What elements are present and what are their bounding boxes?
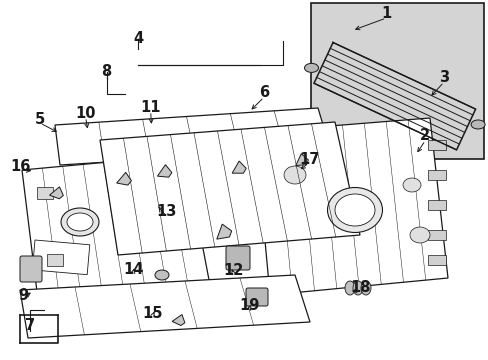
Text: 17: 17: [298, 152, 319, 167]
FancyBboxPatch shape: [225, 246, 249, 270]
Polygon shape: [117, 172, 131, 185]
Polygon shape: [55, 108, 329, 165]
FancyBboxPatch shape: [245, 288, 267, 306]
Polygon shape: [295, 154, 308, 166]
Ellipse shape: [61, 208, 99, 236]
Ellipse shape: [327, 188, 382, 233]
Polygon shape: [100, 122, 359, 255]
Text: 6: 6: [259, 85, 268, 100]
Text: 15: 15: [142, 306, 163, 321]
Text: 3: 3: [438, 70, 448, 85]
Polygon shape: [232, 161, 246, 173]
Ellipse shape: [304, 63, 318, 72]
Bar: [427, 230, 445, 240]
Ellipse shape: [334, 194, 374, 226]
Polygon shape: [22, 155, 209, 300]
Bar: [310, 3, 483, 159]
Text: 14: 14: [122, 262, 143, 277]
Polygon shape: [216, 224, 231, 239]
Ellipse shape: [352, 281, 362, 295]
Text: 13: 13: [156, 204, 176, 219]
Text: 1: 1: [381, 6, 390, 21]
Text: 5: 5: [35, 112, 45, 127]
Ellipse shape: [470, 120, 484, 129]
Ellipse shape: [155, 270, 169, 280]
Polygon shape: [20, 275, 309, 338]
Ellipse shape: [67, 213, 93, 231]
Polygon shape: [254, 118, 447, 295]
Ellipse shape: [360, 281, 370, 295]
Text: 8: 8: [102, 64, 111, 80]
Bar: [427, 255, 445, 265]
Polygon shape: [157, 165, 171, 177]
Text: 7: 7: [25, 318, 35, 333]
Text: 9: 9: [18, 288, 28, 303]
Text: 16: 16: [10, 159, 31, 174]
Text: 18: 18: [350, 280, 370, 296]
Text: 10: 10: [75, 106, 96, 121]
Bar: [427, 170, 445, 180]
Ellipse shape: [409, 227, 429, 243]
Text: 11: 11: [140, 100, 161, 115]
Bar: [47, 254, 63, 266]
Text: 12: 12: [223, 263, 244, 278]
Text: 19: 19: [239, 298, 259, 313]
Bar: [427, 200, 445, 210]
Bar: [32, 240, 90, 275]
Ellipse shape: [402, 178, 420, 192]
FancyBboxPatch shape: [20, 256, 42, 282]
Polygon shape: [49, 187, 63, 199]
Ellipse shape: [345, 281, 354, 295]
Bar: [37, 187, 53, 199]
Text: 2: 2: [420, 127, 429, 143]
Ellipse shape: [284, 166, 305, 184]
Bar: [427, 140, 445, 150]
Text: 4: 4: [133, 31, 143, 46]
Polygon shape: [172, 315, 184, 325]
